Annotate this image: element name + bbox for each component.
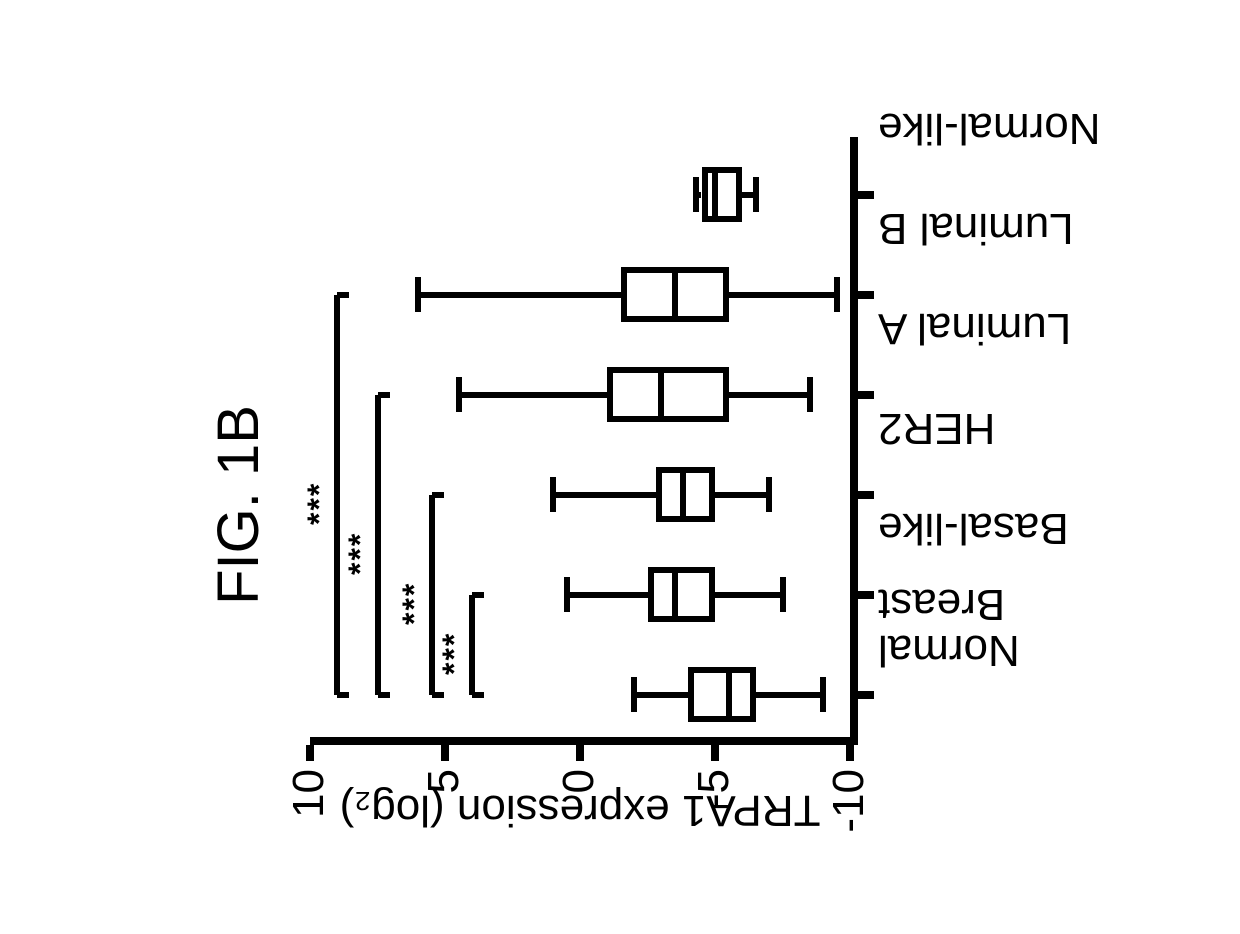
- category-tick: [858, 291, 874, 299]
- box: [648, 568, 716, 623]
- whisker: [567, 592, 648, 598]
- whisker: [553, 492, 656, 498]
- significance-tick: [378, 392, 390, 398]
- figure-title: FIG. 1B: [205, 125, 272, 885]
- value-tick: [306, 745, 314, 761]
- whisker-cap: [693, 178, 699, 213]
- whisker-cap: [415, 278, 421, 313]
- significance-tick: [378, 692, 390, 698]
- value-tick: [576, 745, 584, 761]
- whisker: [715, 492, 769, 498]
- whisker-cap: [807, 378, 813, 413]
- box: [702, 168, 743, 223]
- whisker-cap: [766, 478, 772, 513]
- whisker-cap: [834, 278, 840, 313]
- category-tick: [858, 691, 874, 699]
- significance-label: ***: [301, 482, 338, 525]
- category-tick: [858, 391, 874, 399]
- whisker: [729, 392, 810, 398]
- significance-tick: [337, 692, 349, 698]
- value-tick: [441, 745, 449, 761]
- whisker-cap: [631, 678, 637, 713]
- median: [672, 268, 678, 323]
- median: [658, 368, 664, 423]
- whisker: [715, 592, 783, 598]
- whisker-cap: [820, 678, 826, 713]
- significance-label: ***: [342, 532, 379, 575]
- category-tick: [858, 191, 874, 199]
- whisker: [418, 292, 621, 298]
- category-tick: [858, 591, 874, 599]
- canvas: FIG. 1B TRPA1 expression (log₂) FIG. 1B-…: [0, 0, 1240, 934]
- significance-tick: [432, 492, 444, 498]
- whisker: [729, 292, 837, 298]
- value-tick: [846, 745, 854, 761]
- whisker-cap: [753, 178, 759, 213]
- significance-tick: [472, 592, 484, 598]
- category-label: Normal: [878, 625, 1178, 675]
- box: [607, 368, 729, 423]
- category-label: Breast: [878, 579, 1178, 629]
- median: [712, 168, 718, 223]
- whisker: [634, 692, 688, 698]
- median: [726, 668, 732, 723]
- significance-label: ***: [396, 582, 433, 625]
- whisker-cap: [550, 478, 556, 513]
- significance-tick: [472, 692, 484, 698]
- chart-wrapper: FIG. 1B-10-50510TRPA1 expression (log₂)N…: [210, 125, 1110, 885]
- category-label: HER2: [878, 403, 1178, 453]
- significance-label: ***: [436, 632, 473, 675]
- category-tick: [858, 491, 874, 499]
- category-label: Normal-like: [878, 103, 1178, 153]
- median: [680, 468, 686, 523]
- whisker-cap: [456, 378, 462, 413]
- category-label: Luminal A: [878, 303, 1178, 353]
- whisker: [459, 392, 608, 398]
- category-label: Basal-like: [878, 503, 1178, 553]
- category-label: Luminal B: [878, 203, 1178, 253]
- whisker: [756, 692, 824, 698]
- box: [688, 668, 756, 723]
- value-tick: [711, 745, 719, 761]
- whisker-cap: [780, 578, 786, 613]
- whisker-cap: [564, 578, 570, 613]
- median: [672, 568, 678, 623]
- y-axis-label: TRPA1 expression (log₂): [310, 785, 850, 835]
- significance-tick: [432, 692, 444, 698]
- significance-tick: [337, 292, 349, 298]
- plot-area: [310, 137, 858, 745]
